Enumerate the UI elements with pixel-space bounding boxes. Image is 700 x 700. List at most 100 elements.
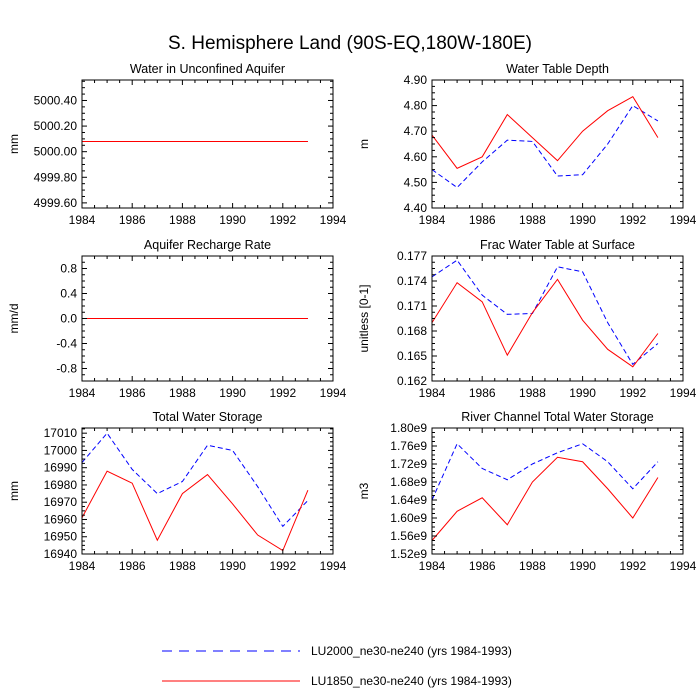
y-tick-label: 5000.20 xyxy=(34,119,78,133)
panel-5: Total Water Storage mm 1984 1986 1988 1990 199… xyxy=(7,410,347,573)
x-tick-label: 1990 xyxy=(569,386,596,400)
y-tick-label: 4999.60 xyxy=(34,196,78,210)
x-tick-label: 1988 xyxy=(519,559,546,573)
y-tick-label: 1.56e9 xyxy=(390,529,427,543)
y-tick-label: 0.168 xyxy=(397,324,427,338)
legend-label-lu2000: LU2000_ne30-ne240 (yrs 1984-1993) xyxy=(311,644,512,658)
x-tick-label: 1994 xyxy=(670,559,697,573)
x-tick-label: 1986 xyxy=(119,386,146,400)
plot-frame xyxy=(431,79,684,209)
x-tick-label: 1992 xyxy=(269,386,296,400)
panel-1: Water in Unconfined Aquifer mm 1984 1986 198… xyxy=(7,62,347,227)
x-tick-label: 1984 xyxy=(419,386,446,400)
y-tick-label: 16940 xyxy=(44,547,78,561)
x-tick-label: 1992 xyxy=(619,559,646,573)
y-tick-label: -0.4 xyxy=(56,337,77,351)
y-tick-label: 17010 xyxy=(44,426,78,440)
panel-title: Water Table Depth xyxy=(506,62,609,76)
panel-2: Water Table Depth m 1984 1986 1988 1990 1992 19… xyxy=(357,62,697,227)
x-tick-label: 1994 xyxy=(320,386,347,400)
x-tick-label: 1990 xyxy=(219,559,246,573)
panel-4: Frac Water Table at Surface unitless [0-1… xyxy=(357,238,697,400)
y-axis-label: mm xyxy=(7,134,21,154)
x-tick-label: 1990 xyxy=(219,386,246,400)
legend-label-lu1850: LU1850_ne30-ne240 (yrs 1984-1993) xyxy=(311,674,512,688)
y-tick-label: 0.8 xyxy=(60,262,77,276)
y-tick-label: 1.52e9 xyxy=(390,547,427,561)
series-line-lu2000 xyxy=(431,442,659,501)
y-axis-label: mm/d xyxy=(7,304,21,334)
panel-title: Aquifer Recharge Rate xyxy=(144,238,271,252)
y-tick-label: 5000.00 xyxy=(34,145,78,159)
y-axis-label: unitless [0-1] xyxy=(357,284,371,352)
plot-frame xyxy=(431,255,684,382)
x-tick-label: 1986 xyxy=(119,213,146,227)
y-tick-label: 1.76e9 xyxy=(390,439,427,453)
panel-title: Frac Water Table at Surface xyxy=(480,238,635,252)
y-tick-label: 1.80e9 xyxy=(390,421,427,435)
x-tick-label: 1994 xyxy=(320,213,347,227)
panel-title: Water in Unconfined Aquifer xyxy=(130,62,285,76)
y-tick-label: 0.171 xyxy=(397,299,427,313)
y-tick-label: 0.165 xyxy=(397,349,427,363)
y-tick-label: 4.50 xyxy=(404,175,428,189)
y-tick-label: 1.60e9 xyxy=(390,511,427,525)
x-tick-label: 1986 xyxy=(119,559,146,573)
y-tick-label: 4.70 xyxy=(404,124,428,138)
y-tick-label: 4.90 xyxy=(404,73,428,87)
x-tick-label: 1984 xyxy=(69,386,96,400)
x-tick-label: 1988 xyxy=(169,559,196,573)
y-tick-label: 1.68e9 xyxy=(390,475,427,489)
y-tick-label: 16990 xyxy=(44,461,78,475)
x-tick-label: 1994 xyxy=(320,559,347,573)
x-tick-label: 1986 xyxy=(469,386,496,400)
x-tick-label: 1994 xyxy=(670,386,697,400)
y-tick-label: 0.0 xyxy=(60,312,77,326)
y-tick-label: 0.162 xyxy=(397,374,427,388)
x-tick-label: 1990 xyxy=(219,213,246,227)
x-tick-label: 1992 xyxy=(619,213,646,227)
y-tick-label: -0.8 xyxy=(56,362,77,376)
y-tick-label: 1.64e9 xyxy=(390,493,427,507)
x-tick-label: 1984 xyxy=(419,559,446,573)
y-tick-label: 4999.80 xyxy=(34,170,78,184)
x-tick-label: 1986 xyxy=(469,559,496,573)
series-line-lu1850 xyxy=(431,456,659,541)
panels: Water in Unconfined Aquifer mm 1984 1986 198… xyxy=(7,62,697,573)
panel-title: Total Water Storage xyxy=(152,410,262,424)
y-tick-label: 0.174 xyxy=(397,274,427,288)
y-tick-label: 17000 xyxy=(44,443,78,457)
y-tick-label: 4.80 xyxy=(404,99,428,113)
x-tick-label: 1992 xyxy=(269,559,296,573)
series-line-lu2000 xyxy=(431,259,659,366)
plot-frame xyxy=(81,79,334,209)
x-tick-label: 1988 xyxy=(169,386,196,400)
x-tick-label: 1992 xyxy=(269,213,296,227)
x-tick-label: 1984 xyxy=(69,559,96,573)
y-tick-label: 16960 xyxy=(44,512,78,526)
y-tick-label: 16970 xyxy=(44,495,78,509)
x-tick-label: 1984 xyxy=(419,213,446,227)
y-tick-label: 5000.40 xyxy=(34,93,78,107)
y-tick-label: 16980 xyxy=(44,478,78,492)
plot-frame xyxy=(81,427,334,555)
series-line-lu1850 xyxy=(81,470,309,552)
y-tick-label: 4.40 xyxy=(404,201,428,215)
panel-title: River Channel Total Water Storage xyxy=(461,410,654,424)
y-axis-label: m xyxy=(357,139,371,149)
plot-frame xyxy=(431,427,684,555)
x-tick-label: 1988 xyxy=(519,213,546,227)
x-tick-label: 1988 xyxy=(169,213,196,227)
y-axis-label: mm xyxy=(7,481,21,501)
series-line-lu1850 xyxy=(431,278,659,368)
y-tick-label: 1.72e9 xyxy=(390,457,427,471)
legend: LU2000_ne30-ne240 (yrs 1984-1993) LU1850… xyxy=(162,644,512,688)
y-tick-label: 4.60 xyxy=(404,150,428,164)
y-tick-label: 16950 xyxy=(44,530,78,544)
x-tick-label: 1990 xyxy=(569,213,596,227)
y-tick-label: 0.4 xyxy=(60,287,77,301)
x-tick-label: 1988 xyxy=(519,386,546,400)
x-tick-label: 1986 xyxy=(469,213,496,227)
